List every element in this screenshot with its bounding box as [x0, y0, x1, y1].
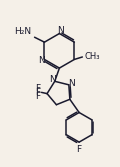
Text: CH₃: CH₃ — [84, 52, 100, 61]
Text: H₂N: H₂N — [14, 27, 31, 36]
Text: F: F — [35, 92, 40, 101]
Text: F: F — [77, 145, 82, 154]
Text: N: N — [68, 79, 75, 88]
Text: F: F — [35, 88, 40, 97]
Text: N: N — [49, 75, 55, 84]
Text: F: F — [35, 84, 40, 93]
Text: N: N — [57, 26, 63, 35]
Text: N: N — [38, 56, 45, 65]
